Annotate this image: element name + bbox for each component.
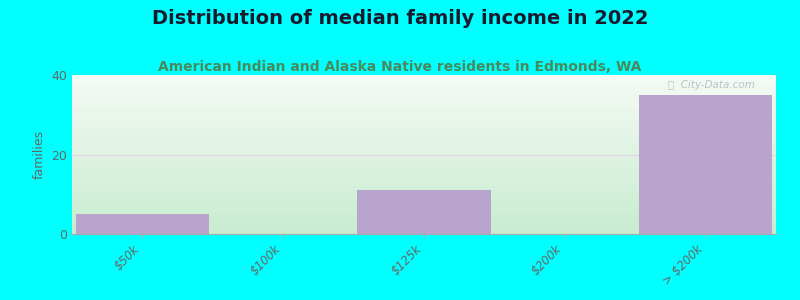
- Y-axis label: families: families: [33, 130, 46, 179]
- Bar: [75, 214, 210, 234]
- Text: American Indian and Alaska Native residents in Edmonds, WA: American Indian and Alaska Native reside…: [158, 60, 642, 74]
- Bar: [75, 214, 210, 234]
- Bar: [357, 190, 491, 234]
- Text: ⓘ  City-Data.com: ⓘ City-Data.com: [668, 80, 755, 90]
- Text: Distribution of median family income in 2022: Distribution of median family income in …: [152, 9, 648, 28]
- Bar: [357, 190, 491, 234]
- Bar: [638, 95, 773, 234]
- Bar: [638, 95, 773, 234]
